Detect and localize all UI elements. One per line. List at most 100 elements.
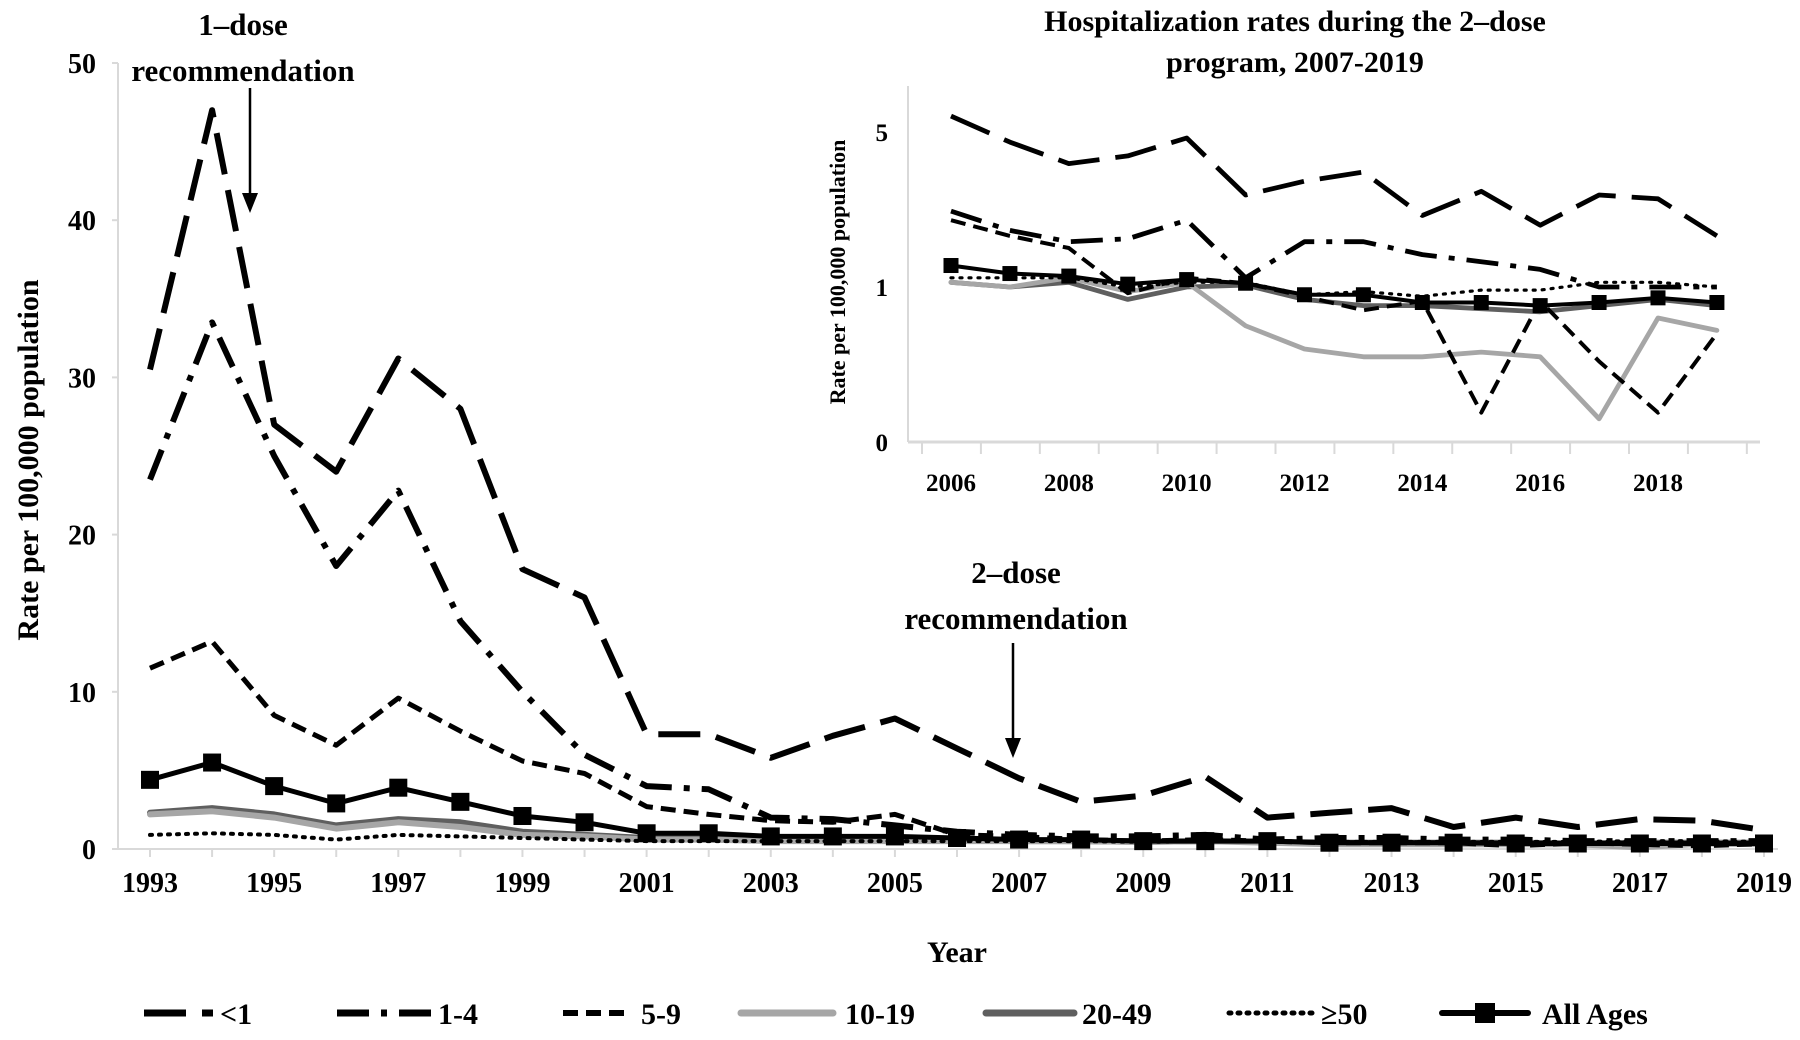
inset-y-tick-label: 0 <box>876 430 889 457</box>
legend-label: 10-19 <box>845 998 915 1031</box>
data-point-all-ages <box>1506 834 1525 853</box>
annotation-line2: recommendation <box>904 601 1127 636</box>
data-point-all-ages <box>1120 276 1136 292</box>
data-point-all-ages <box>203 753 222 772</box>
data-point-all-ages <box>1258 832 1277 851</box>
data-point-all-ages <box>823 827 842 846</box>
legend-label: 1-4 <box>438 998 478 1031</box>
data-point-all-ages <box>1591 295 1607 310</box>
inset-x-tick-label: 2012 <box>1280 470 1330 497</box>
data-point-all-ages <box>1320 833 1339 852</box>
series-line-5-9 <box>950 218 1719 415</box>
data-point-all-ages <box>1630 834 1649 853</box>
data-point-all-ages <box>1532 298 1548 314</box>
data-point-all-ages <box>1297 287 1312 303</box>
inset-x-tick-label: 2008 <box>1044 470 1094 497</box>
data-point-all-ages <box>1196 832 1215 851</box>
series-line-1-4 <box>147 319 1764 845</box>
arrow-head-icon <box>1005 738 1021 758</box>
legend-label: 20-49 <box>1082 998 1152 1031</box>
annotation-line2: recommendation <box>131 53 354 88</box>
data-point-all-ages <box>761 827 780 846</box>
inset-y-tick-label: 1 <box>876 275 889 302</box>
inset-x-tick-label: 2006 <box>926 470 976 497</box>
legend-label: All Ages <box>1542 998 1648 1031</box>
data-point-all-ages <box>327 794 346 813</box>
data-point-all-ages <box>1134 832 1153 851</box>
x-tick-label: 2017 <box>1612 868 1668 899</box>
data-point-all-ages <box>943 258 959 274</box>
data-point-all-ages <box>1414 295 1430 310</box>
legend-label: <1 <box>220 998 252 1031</box>
inset-y-axis-label: Rate per 100,000 population <box>825 140 850 405</box>
x-tick-label: 1999 <box>494 868 550 899</box>
series-line-5-9 <box>149 639 1765 849</box>
inset-y-tick-label: 5 <box>876 120 889 147</box>
y-axis-label: Rate per 100,000 population <box>12 279 45 640</box>
data-point-all-ages <box>1061 268 1077 284</box>
inset-x-tick-label: 2018 <box>1633 470 1683 497</box>
legend-item-lt1: <1 <box>144 998 252 1031</box>
data-point-all-ages <box>575 813 594 832</box>
x-tick-label: 2019 <box>1736 868 1792 899</box>
data-point-all-ages <box>1238 275 1254 291</box>
y-tick-label: 20 <box>68 521 96 552</box>
data-point-all-ages <box>1355 287 1371 303</box>
inset-title-line2: program, 2007-2019 <box>1166 46 1424 79</box>
y-tick-label: 40 <box>68 206 96 237</box>
series-line-ge50 <box>148 831 1766 844</box>
x-tick-label: 1997 <box>370 868 426 899</box>
data-point-all-ages <box>1010 830 1029 849</box>
x-tick-label: 2007 <box>991 868 1047 899</box>
inset-title-line1: Hospitalization rates during the 2–dose <box>1044 5 1546 38</box>
series-line-1-4 <box>950 208 1717 290</box>
legend: <1 1-4 5-9 10-19 20-49 ≥50 All Ages <box>144 998 1648 1031</box>
annotation-line1: 1–dose <box>198 7 288 42</box>
arrow-head-icon <box>242 193 258 213</box>
data-point-all-ages <box>1072 830 1091 849</box>
data-point-all-ages <box>948 828 966 847</box>
data-point-all-ages <box>513 806 532 825</box>
data-point-all-ages <box>1755 834 1773 853</box>
data-point-all-ages <box>885 827 904 846</box>
legend-item-1-4: 1-4 <box>337 998 478 1031</box>
y-tick-label: 10 <box>68 678 96 709</box>
data-point-all-ages <box>1568 834 1587 853</box>
data-point-all-ages <box>1692 834 1711 853</box>
y-tick-label: 0 <box>82 835 96 866</box>
data-point-all-ages <box>699 824 718 843</box>
x-axis-label: Year <box>927 936 987 969</box>
x-tick-label: 2003 <box>743 868 799 899</box>
inset-x-tick-label: 2016 <box>1515 470 1565 497</box>
series-line-lt1 <box>147 107 1765 834</box>
legend-square-marker-icon <box>1475 1003 1495 1023</box>
data-point-all-ages <box>1650 290 1666 306</box>
data-point-all-ages <box>1179 272 1195 288</box>
x-tick-label: 2015 <box>1488 868 1544 899</box>
data-point-all-ages <box>1473 295 1489 310</box>
x-tick-label: 2011 <box>1240 868 1294 899</box>
data-point-all-ages <box>389 778 408 797</box>
x-tick-label: 2001 <box>619 868 675 899</box>
legend-item-10-19: 10-19 <box>737 998 915 1031</box>
data-point-all-ages <box>1444 833 1463 852</box>
y-tick-label: 50 <box>68 49 96 80</box>
y-tick-label: 30 <box>68 363 96 394</box>
x-tick-label: 2005 <box>867 868 923 899</box>
inset-x-tick-label: 2014 <box>1397 470 1448 497</box>
legend-label: ≥50 <box>1321 998 1367 1031</box>
series-line-all-ages <box>949 263 1719 308</box>
legend-item-5-9: 5-9 <box>563 998 681 1031</box>
legend-item-all-ages: All Ages <box>1439 998 1648 1031</box>
inset-chart: 0 1 5 2006 2008 2010 2012 2014 2016 2018 Hospitali… <box>825 5 1760 497</box>
data-point-all-ages <box>1382 833 1401 852</box>
legend-item-20-49: 20-49 <box>982 998 1152 1031</box>
series-line-lt1 <box>950 113 1719 238</box>
x-tick-label: 2013 <box>1364 868 1420 899</box>
x-tick-label: 1993 <box>122 868 178 899</box>
x-tick-label: 1995 <box>246 868 302 899</box>
data-point-all-ages <box>1709 295 1725 310</box>
data-point-all-ages <box>1002 266 1018 282</box>
data-point-all-ages <box>637 824 656 843</box>
